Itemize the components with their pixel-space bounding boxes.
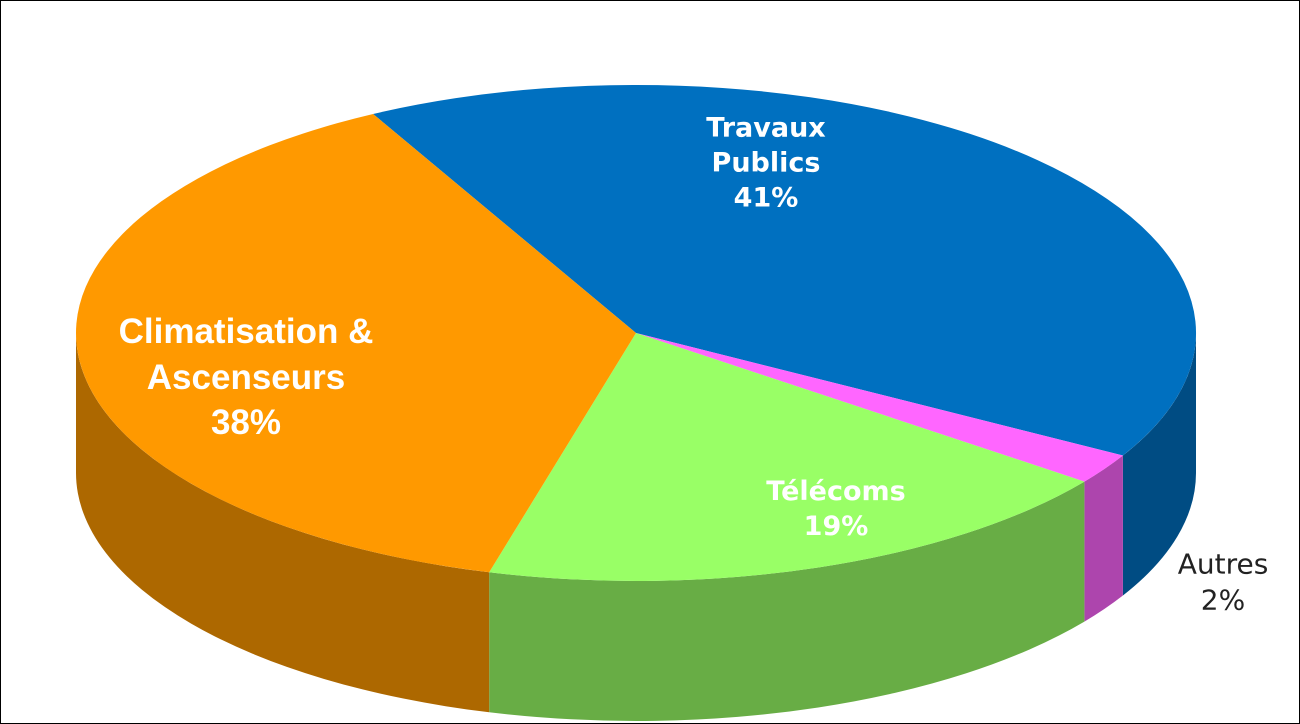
slice-label: Autres 2% <box>1153 547 1293 620</box>
category-label: Autres <box>1177 547 1269 581</box>
pie-slice-side <box>1122 333 1196 596</box>
value-label: 41% <box>733 182 799 214</box>
pie-slice <box>75 114 636 573</box>
pie-slice-side <box>76 333 490 713</box>
category-label: Climatisation & Ascenseurs <box>118 311 374 397</box>
category-label: Télécoms <box>766 475 906 507</box>
value-label: 2% <box>1200 584 1246 617</box>
slice-label: Télécoms 19% <box>706 474 966 544</box>
slice-label: Climatisation & Ascenseurs 38% <box>86 309 406 446</box>
category-label: Travaux Publics <box>706 112 826 179</box>
pie-slice-side <box>489 481 1085 721</box>
pie-slice <box>636 333 1123 482</box>
value-label: 19% <box>803 511 869 542</box>
slice-label: Travaux Publics 41% <box>681 110 851 215</box>
pie-slice-side <box>1084 455 1123 622</box>
pie-slice <box>489 333 1085 581</box>
pie-slice <box>373 84 1197 456</box>
value-label: 38% <box>210 402 282 442</box>
